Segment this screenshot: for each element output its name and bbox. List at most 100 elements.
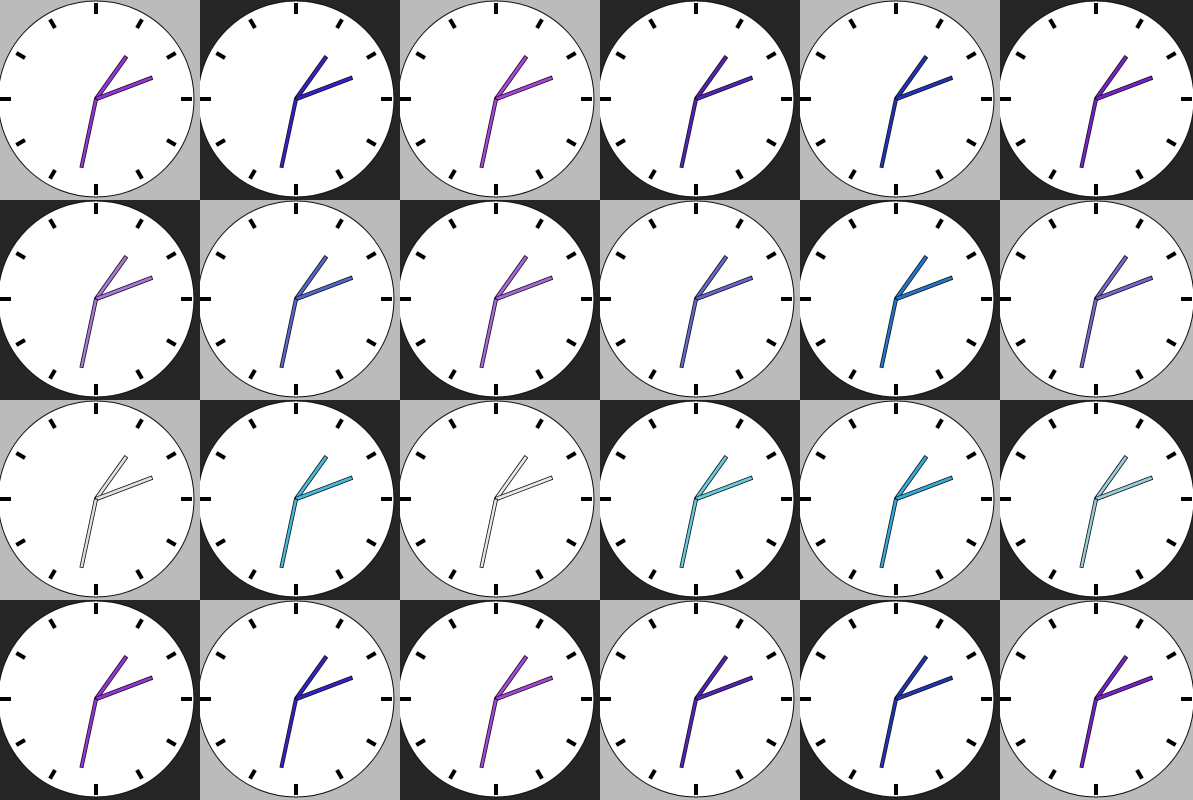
tick-mark <box>215 651 226 660</box>
tick-mark <box>366 451 377 460</box>
minute-hand <box>1094 475 1154 502</box>
tick-mark <box>135 369 144 380</box>
tick-mark <box>48 569 57 580</box>
tick-mark <box>1135 18 1144 29</box>
tick-mark <box>1135 569 1144 580</box>
tick-mark <box>1166 338 1177 347</box>
tick-mark <box>15 338 26 347</box>
clock-icon <box>600 0 795 198</box>
tick-mark <box>1166 51 1177 60</box>
minute-hand <box>94 75 154 102</box>
clock-icon <box>1000 0 1193 198</box>
clock-tile <box>800 400 1000 600</box>
tick-mark <box>1135 769 1144 780</box>
second-hand <box>879 498 899 569</box>
second-hand <box>79 98 99 169</box>
clock-tile <box>1000 200 1193 400</box>
tick-mark <box>935 618 944 629</box>
clock-icon <box>200 600 395 798</box>
tick-mark <box>335 18 344 29</box>
second-hand <box>279 298 299 369</box>
second-hand <box>1079 698 1099 769</box>
tick-mark <box>15 138 26 147</box>
tick-mark <box>566 451 577 460</box>
minute-hand <box>494 275 554 302</box>
clock-tile <box>1000 600 1193 800</box>
tick-mark <box>248 569 257 580</box>
tick-mark <box>766 338 777 347</box>
tick-mark <box>448 218 457 229</box>
tick-mark <box>166 538 177 547</box>
tick-mark <box>566 251 577 260</box>
tick-mark <box>735 418 744 429</box>
tick-mark <box>1166 138 1177 147</box>
minute-hand <box>94 475 154 502</box>
tick-mark <box>815 138 826 147</box>
tick-mark <box>1166 651 1177 660</box>
second-hand <box>679 698 699 769</box>
clock-icon <box>800 0 995 198</box>
tick-mark <box>848 769 857 780</box>
tick-mark <box>248 618 257 629</box>
tick-mark <box>1015 538 1026 547</box>
tick-mark <box>1015 651 1026 660</box>
tick-mark <box>1048 618 1057 629</box>
tick-mark <box>566 338 577 347</box>
tick-mark <box>215 251 226 260</box>
clock-tile <box>200 200 400 400</box>
tick-mark <box>215 738 226 747</box>
tick-mark <box>535 618 544 629</box>
clock-tile <box>0 600 200 800</box>
clock-tile <box>0 200 200 400</box>
second-hand <box>479 298 499 369</box>
tick-mark <box>535 418 544 429</box>
clock-icon <box>1000 600 1193 798</box>
tick-mark <box>1048 369 1057 380</box>
tick-mark <box>815 651 826 660</box>
tick-mark <box>48 218 57 229</box>
tick-mark <box>766 138 777 147</box>
minute-hand <box>1094 75 1154 102</box>
clock-tile <box>600 200 800 400</box>
tick-mark <box>535 369 544 380</box>
tick-mark <box>335 769 344 780</box>
tick-mark <box>648 418 657 429</box>
tick-mark <box>366 251 377 260</box>
tick-mark <box>815 451 826 460</box>
tick-mark <box>766 251 777 260</box>
clock-tile <box>400 200 600 400</box>
clock-tile <box>400 0 600 200</box>
tick-mark <box>615 338 626 347</box>
tick-mark <box>415 738 426 747</box>
tick-mark <box>1166 251 1177 260</box>
tick-mark <box>966 451 977 460</box>
tick-mark <box>648 18 657 29</box>
tick-mark <box>935 769 944 780</box>
tick-mark <box>248 769 257 780</box>
tick-mark <box>335 218 344 229</box>
tick-mark <box>966 538 977 547</box>
tick-mark <box>535 18 544 29</box>
tick-mark <box>166 251 177 260</box>
tick-mark <box>648 218 657 229</box>
tick-mark <box>1015 138 1026 147</box>
tick-mark <box>215 51 226 60</box>
tick-mark <box>335 418 344 429</box>
minute-hand <box>94 275 154 302</box>
tick-mark <box>935 569 944 580</box>
tick-mark <box>648 169 657 180</box>
tick-mark <box>766 738 777 747</box>
tick-mark <box>1166 538 1177 547</box>
tick-mark <box>248 418 257 429</box>
tick-mark <box>366 538 377 547</box>
second-hand <box>679 298 699 369</box>
clock-icon <box>400 0 595 198</box>
minute-hand <box>294 75 354 102</box>
tick-mark <box>535 218 544 229</box>
tick-mark <box>1048 169 1057 180</box>
tick-mark <box>215 538 226 547</box>
tick-mark <box>735 18 744 29</box>
clock-icon <box>600 200 795 398</box>
minute-hand <box>294 675 354 702</box>
